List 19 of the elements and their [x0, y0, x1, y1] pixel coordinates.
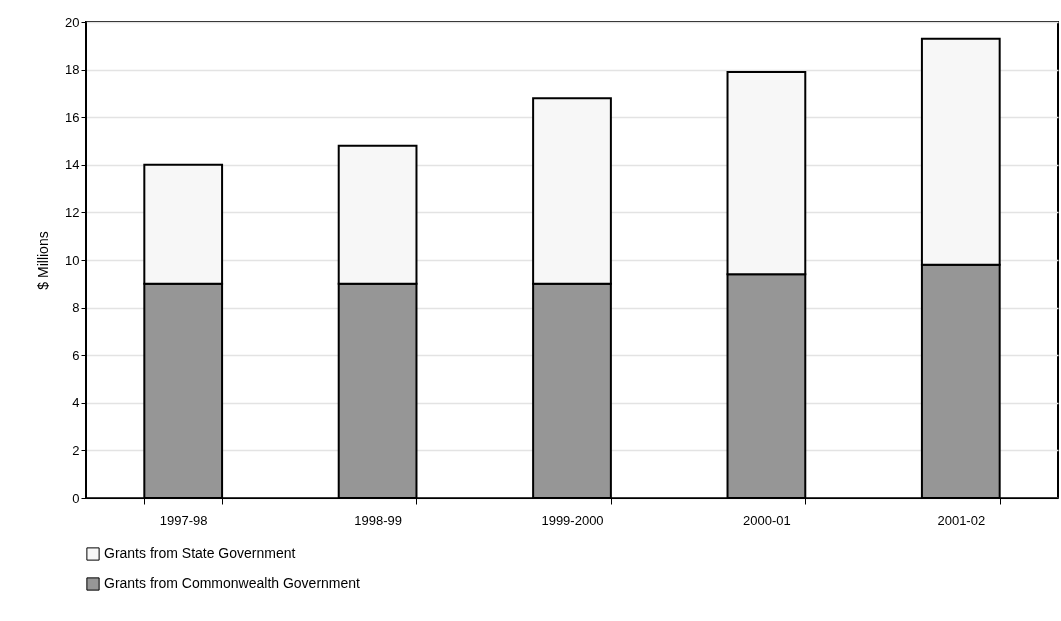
- y-tick-label: 12: [65, 204, 80, 220]
- legend-label: Grants from State Government: [104, 545, 296, 561]
- y-tick-label: 6: [72, 347, 80, 363]
- x-tick-label: 2000-01: [743, 512, 791, 528]
- y-tick-label: 18: [65, 62, 80, 78]
- y-tick-label: 4: [72, 395, 80, 411]
- y-tick-label: 20: [65, 14, 80, 30]
- x-tick-label: 1999-2000: [541, 512, 604, 528]
- x-tick-label: 1998-99: [354, 512, 402, 528]
- y-tick-label: 0: [72, 490, 80, 506]
- legend-label: Grants from Commonwealth Government: [104, 575, 361, 591]
- y-tick-label: 16: [65, 109, 80, 125]
- x-tick-label: 2001-02: [937, 512, 986, 528]
- y-tick-label: 8: [72, 300, 80, 316]
- y-tick-label: 10: [65, 252, 80, 268]
- y-axis-title: $ Millions: [35, 231, 52, 290]
- y-tick-label: 14: [65, 157, 80, 173]
- y-tick-label: 2: [72, 442, 80, 458]
- x-tick-label: 1997-98: [159, 512, 208, 528]
